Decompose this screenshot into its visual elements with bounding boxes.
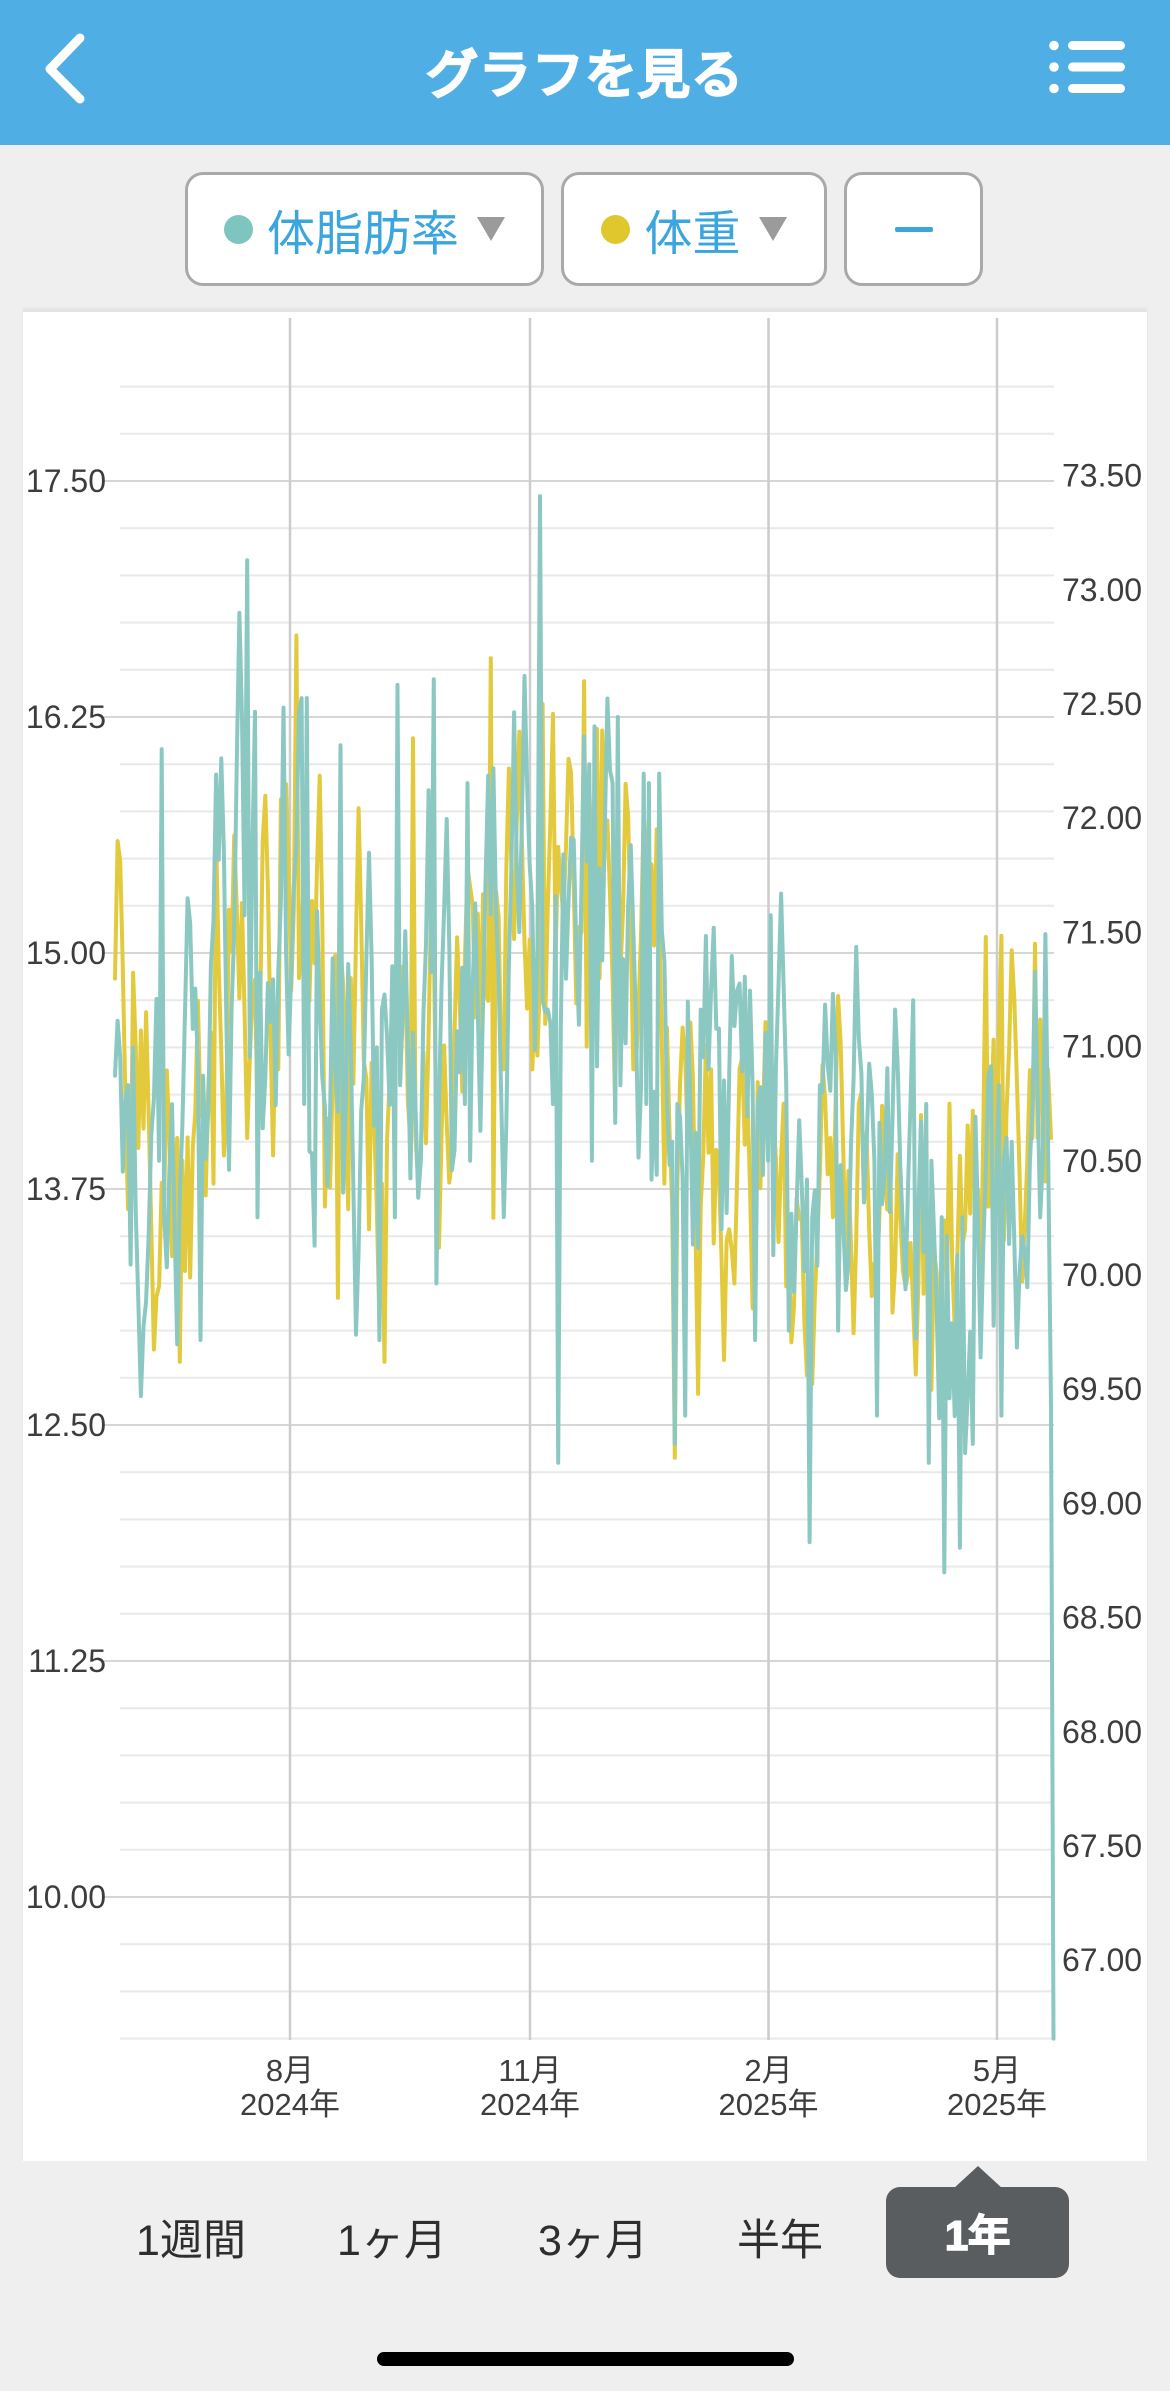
svg-text:2月: 2月 (744, 2053, 792, 2088)
svg-text:16.25: 16.25 (26, 699, 106, 735)
svg-text:69.00: 69.00 (1062, 1485, 1142, 1521)
svg-text:2024年: 2024年 (240, 2087, 340, 2122)
svg-text:71.50: 71.50 (1062, 914, 1142, 950)
svg-text:2024年: 2024年 (480, 2087, 580, 2122)
svg-text:71.00: 71.00 (1062, 1029, 1142, 1065)
svg-text:68.50: 68.50 (1062, 1600, 1142, 1636)
svg-text:73.50: 73.50 (1062, 458, 1142, 494)
svg-text:17.50: 17.50 (26, 463, 106, 499)
svg-text:2025年: 2025年 (947, 2087, 1047, 2122)
svg-text:12.50: 12.50 (26, 1407, 106, 1443)
svg-text:72.00: 72.00 (1062, 800, 1142, 836)
svg-text:10.00: 10.00 (26, 1879, 106, 1915)
svg-text:8月: 8月 (266, 2053, 314, 2088)
svg-text:70.00: 70.00 (1062, 1257, 1142, 1293)
svg-text:72.50: 72.50 (1062, 686, 1142, 722)
svg-text:73.00: 73.00 (1062, 572, 1142, 608)
svg-text:11月: 11月 (498, 2053, 561, 2088)
svg-text:70.50: 70.50 (1062, 1143, 1142, 1179)
svg-text:67.00: 67.00 (1062, 1942, 1142, 1978)
svg-text:67.50: 67.50 (1062, 1828, 1142, 1864)
svg-text:68.00: 68.00 (1062, 1714, 1142, 1750)
svg-text:69.50: 69.50 (1062, 1371, 1142, 1407)
svg-text:15.00: 15.00 (26, 935, 106, 971)
svg-text:11.25: 11.25 (28, 1643, 106, 1679)
svg-text:13.75: 13.75 (26, 1171, 106, 1207)
svg-text:5月: 5月 (973, 2053, 1021, 2088)
svg-text:2025年: 2025年 (719, 2087, 819, 2122)
